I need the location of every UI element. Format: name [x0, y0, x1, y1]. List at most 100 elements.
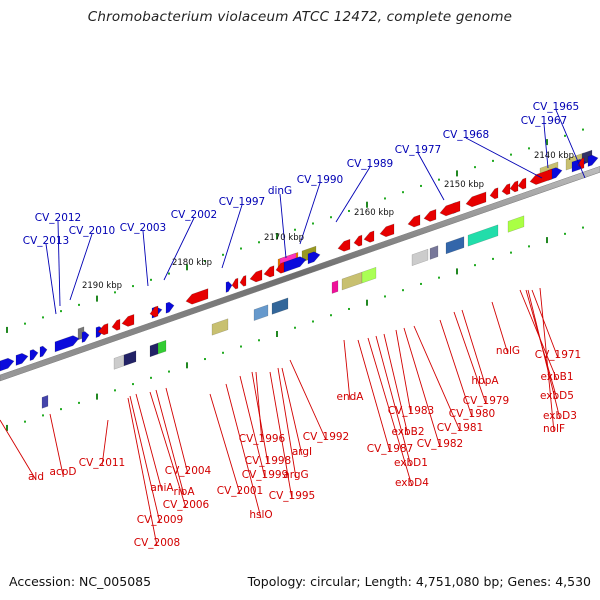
tick-mark	[114, 291, 116, 294]
gene-label: CV_2010	[69, 225, 116, 237]
tick-mark	[366, 201, 368, 208]
reverse-gene-arrow	[239, 275, 247, 287]
label-leader-line	[281, 367, 303, 456]
gene-label: CV_1999	[242, 469, 289, 481]
label-leader-line	[142, 230, 149, 287]
reverse-gene-arrow	[363, 230, 375, 243]
reverse-gene-arrow	[263, 265, 275, 278]
tick-mark	[240, 345, 242, 348]
tick-mark	[132, 285, 134, 288]
tick-mark	[258, 241, 260, 244]
tick-mark	[168, 370, 170, 373]
gene-labels-layer: CV_1965CV_1967CV_1968CV_1977CV_1989CV_19…	[23, 101, 582, 549]
label-leader-line	[413, 325, 461, 432]
tick-mark	[348, 209, 350, 212]
gene-label: CV_1971	[535, 349, 582, 361]
label-leader-line	[417, 152, 445, 201]
gene-label: aniA	[150, 482, 174, 494]
reverse-gene-arrow	[439, 200, 461, 217]
feature-block	[467, 224, 499, 247]
tick-mark	[204, 260, 206, 263]
forward-gene-arrow	[54, 335, 80, 353]
tick-mark	[438, 178, 440, 181]
label-leader-line	[155, 389, 185, 496]
label-leader-line	[101, 419, 109, 467]
forward-gene-arrow	[587, 154, 599, 167]
reverse-gene-arrow	[509, 180, 519, 193]
reverse-gene-arrow	[407, 214, 421, 228]
gene-label: endA	[337, 391, 365, 403]
label-leader-line	[375, 335, 412, 467]
tick-mark	[294, 326, 296, 329]
topology-summary: Topology: circular; Length: 4,751,080 bp…	[247, 574, 591, 589]
gene-label: CV_1980	[449, 408, 496, 420]
tick-mark	[6, 326, 8, 333]
gene-label: exbD4	[395, 477, 429, 489]
label-leader-line	[357, 339, 391, 453]
gene-label: CV_1998	[245, 455, 292, 467]
tick-mark	[312, 320, 314, 323]
gene-label: ribA	[173, 486, 195, 498]
gene-label: argI	[292, 446, 312, 458]
feature-block	[341, 271, 363, 291]
label-leader-line	[277, 367, 297, 479]
forward-gene-arrow	[0, 357, 15, 372]
tick-mark	[474, 264, 476, 267]
label-leader-line	[269, 371, 293, 500]
gene-label: CV_1977	[395, 144, 442, 156]
reverse-gene-arrow	[337, 238, 351, 252]
tick-mark	[456, 268, 458, 275]
gene-label: ald	[28, 471, 44, 483]
ruler-tick-label: 2160 kbp	[354, 208, 394, 218]
gene-label: CV_1979	[463, 395, 510, 407]
label-leader-line	[453, 311, 487, 405]
reverse-gene-arrow	[149, 305, 159, 318]
forward-gene-arrow	[81, 331, 90, 343]
gene-label: CV_2003	[120, 222, 167, 234]
reverse-gene-arrow	[111, 318, 121, 331]
reverse-gene-arrow	[97, 323, 109, 336]
tick-mark	[222, 253, 224, 256]
label-leader-line	[367, 337, 413, 487]
label-leader-line	[543, 123, 549, 169]
tick-mark	[546, 237, 548, 244]
gene-arrows-layer	[0, 154, 599, 372]
label-leader-line	[163, 217, 195, 281]
label-leader-line	[0, 419, 37, 481]
label-leader-line	[209, 393, 241, 495]
gene-label: CV_1983	[388, 405, 435, 417]
ruler-tick-label: 2150 kbp	[444, 180, 484, 190]
tick-mark	[564, 232, 566, 235]
gene-label: CV_1997	[219, 196, 266, 208]
tick-mark	[330, 314, 332, 317]
label-leader-line	[129, 395, 161, 524]
label-leader-line	[465, 137, 543, 179]
gene-label: acpD	[50, 466, 77, 478]
gene-label: CV_2006	[163, 499, 210, 511]
label-leader-line	[403, 327, 441, 448]
gene-label: nolG	[496, 345, 520, 357]
tick-mark	[384, 197, 386, 200]
tick-mark	[78, 303, 80, 306]
tick-mark	[24, 322, 26, 325]
gene-label: argG	[283, 469, 308, 481]
label-leader-line	[255, 371, 263, 443]
label-leader-line	[555, 109, 586, 179]
tick-mark	[420, 282, 422, 285]
label-leader-line	[383, 333, 409, 436]
label-leader-line	[45, 243, 57, 315]
label-leader-line	[165, 387, 189, 475]
feature-block	[271, 297, 289, 315]
gene-label: exbD3	[543, 410, 577, 422]
label-leader-line	[531, 289, 559, 359]
label-leader-line	[299, 182, 321, 245]
label-leader-line	[221, 204, 243, 269]
backbone-layer	[0, 166, 600, 382]
tick-mark	[150, 376, 152, 379]
feature-block	[429, 245, 439, 260]
tick-mark	[546, 139, 548, 146]
tick-mark	[528, 147, 530, 150]
gene-label: exbD5	[540, 390, 574, 402]
gene-label: CV_1965	[533, 101, 580, 113]
tick-mark	[150, 278, 152, 281]
